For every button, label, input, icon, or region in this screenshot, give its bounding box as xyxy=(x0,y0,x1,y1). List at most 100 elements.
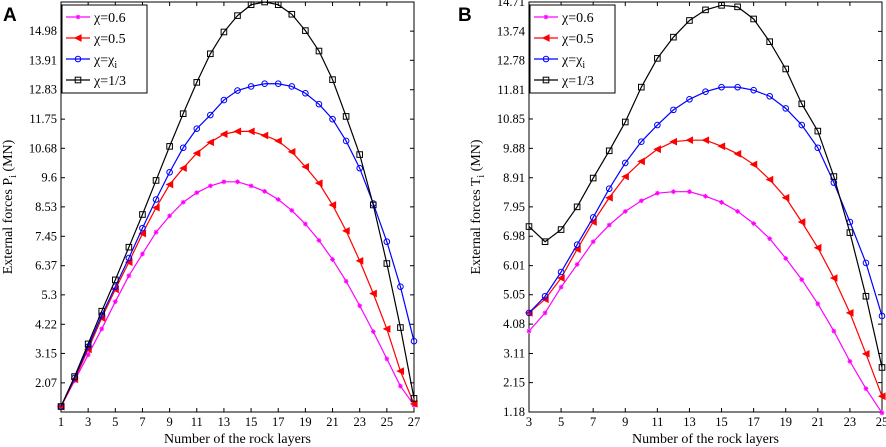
y-tick-label: 3.11 xyxy=(504,347,525,361)
data-point xyxy=(734,3,741,11)
x-tick-label: 5 xyxy=(112,415,118,429)
x-tick-label: 23 xyxy=(844,415,857,429)
y-tick-label: 5.3 xyxy=(41,288,57,302)
data-point xyxy=(246,127,255,136)
data-point xyxy=(831,328,837,334)
x-axis-label: Number of the rock layers xyxy=(632,432,779,447)
data-point xyxy=(589,214,597,221)
chart-panel-b: B 3 5 7 9 11 13 15 17 19 21 23 25 1.18 2.15 3.11 4.08 5.0… xyxy=(458,0,886,447)
data-point xyxy=(179,164,187,173)
y-tick-label: 6.01 xyxy=(503,259,525,273)
data-point xyxy=(637,157,645,166)
data-point xyxy=(750,15,757,23)
data-point xyxy=(606,222,612,228)
chart-panel-a: A1 3 5 7 9 11 13 15 17 19 21 23 25 272.073.154.225.36… xyxy=(1,0,420,447)
data-point xyxy=(301,162,309,171)
data-point xyxy=(638,198,644,204)
legend-label: χ=0.6 xyxy=(561,11,594,26)
x-axis-label: Number of the rock layers xyxy=(164,432,311,447)
y-axis-label-main: External forces T xyxy=(469,177,484,274)
data-point xyxy=(767,236,773,242)
data-point xyxy=(558,284,564,290)
data-point xyxy=(274,80,282,88)
data-point xyxy=(398,383,403,389)
data-point xyxy=(397,324,404,331)
data-point xyxy=(152,177,160,184)
data-point xyxy=(139,224,146,232)
y-tick-label: 7.45 xyxy=(35,229,57,243)
series-1 xyxy=(526,189,885,416)
data-point xyxy=(207,183,213,189)
y-axis-label-sub: i xyxy=(476,175,487,178)
data-point xyxy=(541,238,549,245)
data-point xyxy=(57,403,65,410)
y-tick-label: 4.22 xyxy=(35,317,57,331)
legend-box xyxy=(529,4,616,94)
legend-label: χ=χi xyxy=(561,53,585,71)
x-tick-label: 1 xyxy=(58,415,64,429)
series-2 xyxy=(56,127,418,411)
data-point xyxy=(125,254,133,262)
series-2 xyxy=(524,136,886,401)
y-tick-label: 10.68 xyxy=(29,141,57,155)
data-point xyxy=(328,201,337,209)
data-point xyxy=(654,121,661,129)
data-point xyxy=(863,386,869,392)
data-point xyxy=(193,79,201,86)
x-tick-label: 3 xyxy=(526,415,532,429)
legend-swatch-marker xyxy=(542,76,550,84)
x-tick-label: 23 xyxy=(353,415,366,429)
x-tick-label: 13 xyxy=(683,415,696,429)
data-point xyxy=(782,105,790,112)
data-point xyxy=(878,364,886,371)
data-point xyxy=(343,278,349,284)
series-line xyxy=(60,83,415,407)
data-point xyxy=(589,174,597,182)
data-point xyxy=(829,274,838,282)
data-point xyxy=(878,312,886,320)
data-point xyxy=(557,268,565,276)
y-tick-label: 10.85 xyxy=(497,112,525,126)
data-point xyxy=(287,147,296,156)
data-point xyxy=(654,55,661,62)
data-point xyxy=(302,221,308,227)
data-point xyxy=(234,12,241,19)
data-point xyxy=(734,83,741,91)
data-point xyxy=(342,137,350,145)
data-point xyxy=(862,259,870,267)
series-3 xyxy=(57,80,418,410)
data-point xyxy=(357,303,363,309)
data-point xyxy=(622,208,628,214)
data-point xyxy=(138,229,147,238)
y-tick-label: 13.74 xyxy=(497,24,526,38)
x-tick-label: 27 xyxy=(408,415,421,429)
data-point xyxy=(879,410,885,416)
series-1 xyxy=(58,179,417,409)
data-point xyxy=(179,110,187,117)
data-point xyxy=(247,1,255,9)
y-axis-label-main: External forces P xyxy=(1,178,16,275)
data-point xyxy=(289,208,295,213)
data-point xyxy=(670,106,677,114)
data-point xyxy=(260,131,269,140)
data-point xyxy=(84,340,92,348)
data-point xyxy=(702,6,709,14)
series-4 xyxy=(525,2,886,371)
y-tick-label: 2.07 xyxy=(35,376,57,390)
data-point xyxy=(221,179,227,185)
y-tick-label: 14.71 xyxy=(497,0,525,9)
data-point xyxy=(669,137,678,146)
y-tick-label: 12.83 xyxy=(29,83,57,97)
x-tick-label: 7 xyxy=(139,415,145,429)
data-point xyxy=(194,190,200,196)
data-point xyxy=(71,373,78,380)
data-point xyxy=(574,262,580,267)
data-point xyxy=(206,138,214,147)
data-point xyxy=(356,164,363,172)
data-point xyxy=(369,201,377,209)
legend-label: χ=1/3 xyxy=(561,74,594,89)
data-point xyxy=(342,113,350,120)
legend-item: χ=0.5 xyxy=(66,32,126,47)
data-point xyxy=(845,309,854,317)
